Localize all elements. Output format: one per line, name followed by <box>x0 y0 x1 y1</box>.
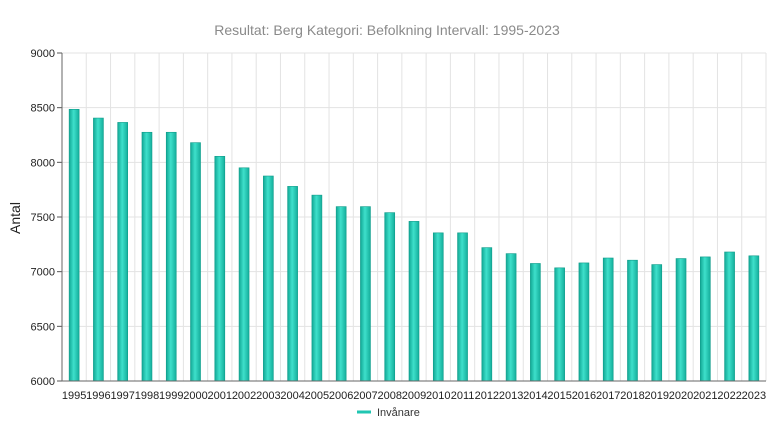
bar-2010[interactable] <box>432 232 444 382</box>
x-tick-label: 2004 <box>280 390 304 402</box>
x-tick-label: 1999 <box>159 390 183 402</box>
bar-2019[interactable] <box>651 264 663 382</box>
bar-1997[interactable] <box>117 122 128 382</box>
bar-2011[interactable] <box>457 232 468 382</box>
x-tick-label: 2010 <box>426 390 450 402</box>
x-tick-label: 2000 <box>183 390 207 402</box>
y-axis-ticks: 6000 6500 7000 7500 8000 8500 9000 <box>31 48 62 388</box>
x-tick-label: 2002 <box>232 390 256 402</box>
bar-2008[interactable] <box>384 212 396 382</box>
x-tick-label: 2007 <box>353 390 377 402</box>
x-tick-label: 2018 <box>620 390 644 402</box>
bar-2014[interactable] <box>530 263 541 382</box>
y-tick-label: 9000 <box>31 48 55 60</box>
x-tick-label: 2011 <box>451 390 475 402</box>
bar-2002[interactable] <box>238 167 250 382</box>
chart-title: Resultat: Berg Kategori: Befolkning Inte… <box>214 22 560 38</box>
x-tick-label: 2021 <box>693 390 717 402</box>
x-tick-label: 2009 <box>402 390 426 402</box>
bar-2006[interactable] <box>335 206 347 382</box>
bar-1995[interactable] <box>68 109 80 382</box>
x-tick-label: 2006 <box>329 390 353 402</box>
gridlines <box>61 52 767 382</box>
x-tick-label: 2013 <box>499 390 523 402</box>
bar-2004[interactable] <box>287 186 298 382</box>
x-tick-label: 2012 <box>475 390 499 402</box>
bar-2003[interactable] <box>263 175 274 382</box>
bar-1999[interactable] <box>165 131 177 382</box>
x-tick-label: 1997 <box>110 390 134 402</box>
x-axis-ticks: 1995 1996 1997 1998 1999 2000 2001 2002 2003 2004… <box>62 390 766 402</box>
bar-2013[interactable] <box>505 253 517 382</box>
y-tick-label: 7000 <box>31 267 55 279</box>
x-tick-label: 2015 <box>547 390 571 402</box>
x-tick-label: 2014 <box>523 390 547 402</box>
bar-2012[interactable] <box>481 247 493 382</box>
bar-2020[interactable] <box>675 258 687 382</box>
y-tick-label: 8000 <box>31 157 55 169</box>
x-tick-label: 1995 <box>62 390 86 402</box>
bar-1998[interactable] <box>141 131 153 382</box>
bar-2007[interactable] <box>360 206 371 382</box>
x-tick-label: 2022 <box>717 390 741 402</box>
bar-2023[interactable] <box>748 255 760 382</box>
x-tick-label: 2016 <box>572 390 596 402</box>
axes <box>61 53 766 382</box>
bar-2017[interactable] <box>602 257 614 382</box>
x-tick-label: 2023 <box>742 390 766 402</box>
x-tick-label: 2017 <box>596 390 620 402</box>
y-tick-label: 6500 <box>31 321 55 333</box>
legend-label: Invånare <box>377 407 420 419</box>
bar-2018[interactable] <box>627 259 638 382</box>
bar-2001[interactable] <box>214 156 226 382</box>
bar-2015[interactable] <box>554 267 565 382</box>
bars <box>68 109 760 382</box>
y-tick-label: 6000 <box>31 376 55 388</box>
x-tick-label: 2020 <box>669 390 693 402</box>
y-tick-label: 8500 <box>31 103 55 115</box>
bar-2016[interactable] <box>578 262 590 382</box>
bar-2000[interactable] <box>190 142 201 382</box>
bar-1996[interactable] <box>93 117 104 382</box>
bar-2005[interactable] <box>311 194 323 382</box>
bar-2009[interactable] <box>408 221 420 382</box>
bar-2021[interactable] <box>700 256 711 382</box>
legend[interactable]: Invånare <box>357 407 420 419</box>
bar-2022[interactable] <box>724 251 735 382</box>
x-tick-label: 2001 <box>208 390 232 402</box>
x-tick-label: 1998 <box>135 390 159 402</box>
x-tick-label: 2008 <box>377 390 401 402</box>
x-tick-label: 2019 <box>645 390 669 402</box>
x-tick-label: 2003 <box>256 390 280 402</box>
y-axis-label: Antal <box>7 202 23 234</box>
y-tick-label: 7500 <box>31 212 55 224</box>
x-tick-label: 1996 <box>86 390 110 402</box>
x-tick-label: 2005 <box>305 390 329 402</box>
